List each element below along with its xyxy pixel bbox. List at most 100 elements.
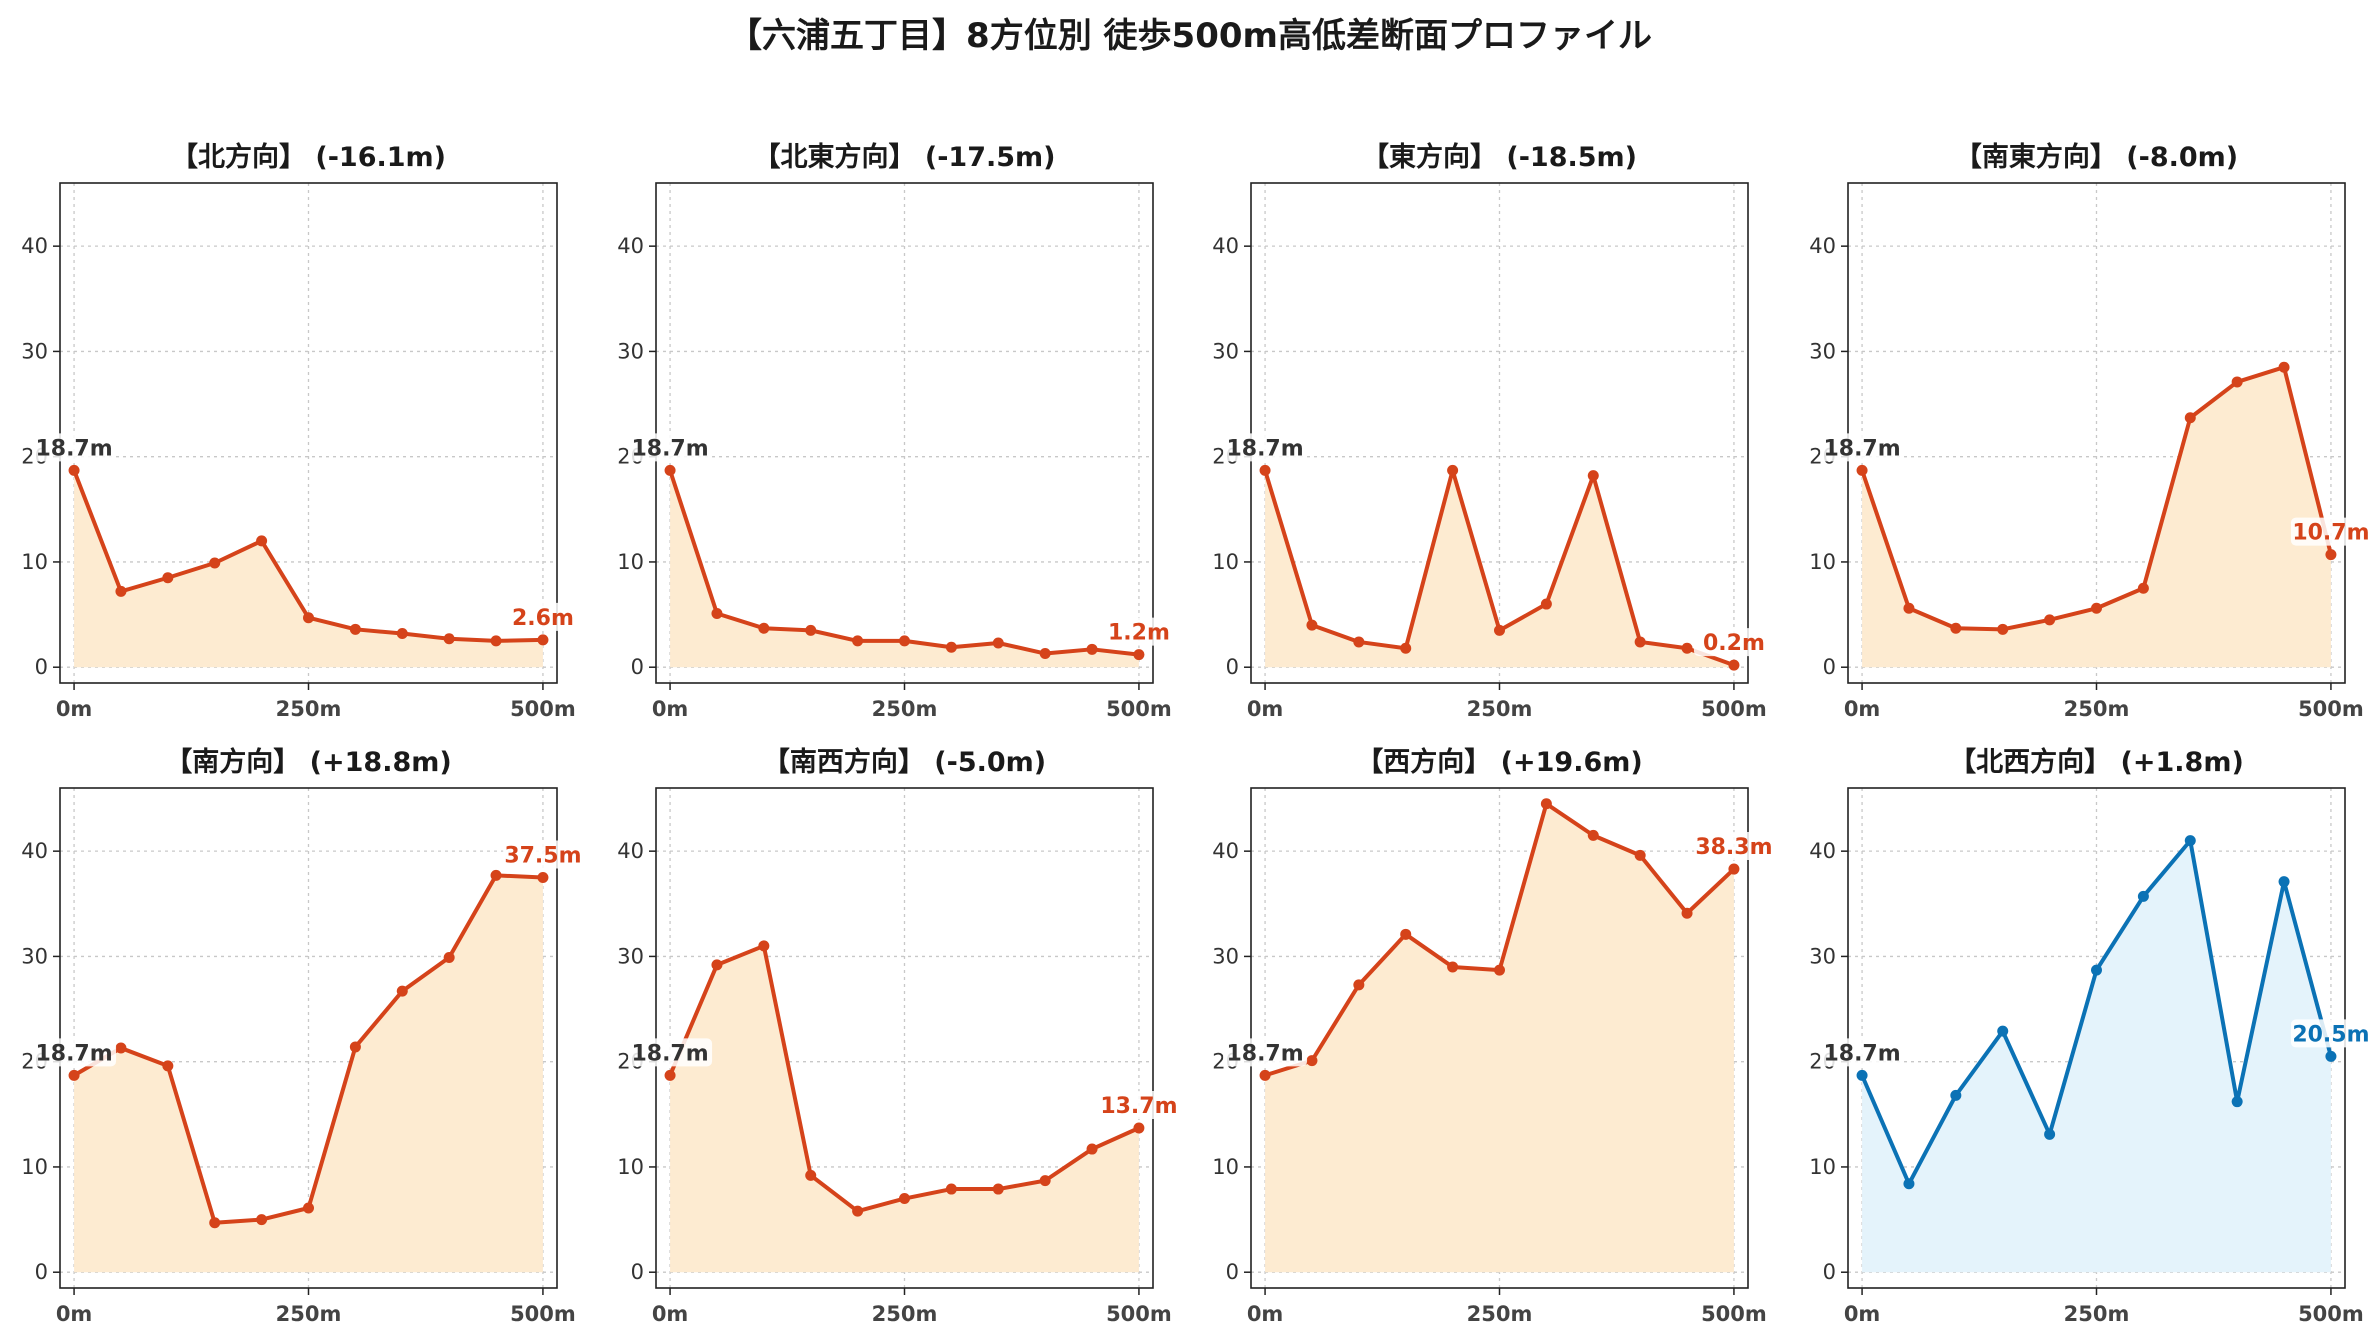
x-tick-label: 500m [1701, 1302, 1767, 1326]
start-label: 18.7m [631, 436, 708, 461]
data-point [115, 585, 127, 597]
x-tick-label: 500m [1701, 697, 1767, 721]
data-point [2231, 376, 2243, 388]
y-tick-label: 30 [21, 944, 48, 968]
end-label: 10.7m [2292, 521, 2369, 546]
y-tick-label: 10 [617, 550, 644, 574]
data-point [1259, 464, 1271, 476]
end-label: 1.2m [1108, 621, 1170, 646]
area-fill [74, 470, 543, 668]
data-point [852, 635, 864, 647]
x-tick-label: 0m [1247, 1302, 1284, 1326]
data-point [490, 869, 502, 881]
area-fill [1265, 470, 1734, 668]
x-tick-label: 250m [1467, 1302, 1533, 1326]
y-tick-label: 30 [617, 339, 644, 363]
data-point [1447, 961, 1459, 973]
y-tick-label: 10 [1809, 550, 1836, 574]
chart-panel: 【西方向】 (+19.6m)0102030400m250m500m18.7m38… [1212, 746, 1774, 1326]
chart-panel: 【東方向】 (-18.5m)0102030400m250m500m18.7m0.… [1212, 141, 1774, 721]
end-label: 38.3m [1695, 835, 1772, 860]
x-tick-label: 0m [1247, 697, 1284, 721]
data-point [537, 634, 549, 646]
data-point [1494, 624, 1505, 636]
data-point [396, 628, 408, 640]
data-point [443, 633, 455, 645]
data-point [1494, 964, 1505, 976]
data-point [2231, 1096, 2243, 1108]
data-point [2184, 412, 2196, 424]
y-tick-label: 10 [21, 1155, 48, 1179]
data-point [1587, 470, 1599, 482]
data-point [209, 1217, 221, 1229]
start-label-box [1223, 1038, 1308, 1067]
data-point [1997, 623, 2009, 635]
data-point [1353, 979, 1365, 991]
data-point [2137, 890, 2149, 902]
y-tick-label: 40 [617, 839, 644, 863]
y-tick-label: 40 [1809, 234, 1836, 258]
x-tick-label: 500m [1106, 1302, 1172, 1326]
x-tick-label: 0m [652, 1302, 689, 1326]
end-label-box [2290, 1019, 2371, 1048]
data-point [349, 1041, 361, 1053]
end-label-box [1693, 628, 1774, 657]
y-tick-label: 30 [1212, 944, 1239, 968]
data-point [2325, 549, 2337, 561]
data-point [1587, 829, 1599, 841]
data-point [1997, 1025, 2009, 1037]
data-point [537, 871, 549, 883]
data-point [1353, 636, 1365, 648]
x-tick-label: 250m [2064, 1302, 2130, 1326]
x-tick-label: 500m [510, 1302, 576, 1326]
y-tick-label: 0 [1226, 655, 1239, 679]
data-point [711, 608, 723, 620]
end-label-box [1098, 1091, 1179, 1119]
data-point [162, 1060, 174, 1072]
x-tick-label: 0m [1844, 697, 1881, 721]
data-point [1540, 798, 1552, 810]
area-fill [670, 945, 1139, 1273]
x-tick-label: 250m [872, 1302, 938, 1326]
data-point [664, 1069, 676, 1081]
data-point [1133, 649, 1145, 661]
data-point [758, 940, 770, 952]
data-point [899, 635, 910, 647]
data-point [115, 1042, 127, 1054]
start-label: 18.7m [35, 436, 112, 461]
data-point [805, 624, 817, 636]
data-point [945, 641, 957, 653]
data-point [992, 637, 1004, 649]
x-tick-label: 250m [276, 1302, 342, 1326]
chart-panel: 【南方向】 (+18.8m)0102030400m250m500m18.7m37… [21, 746, 583, 1326]
start-label-box [1820, 433, 1905, 462]
data-point [1903, 602, 1915, 614]
y-tick-label: 30 [1809, 944, 1836, 968]
x-tick-label: 500m [1106, 697, 1172, 721]
x-tick-label: 0m [56, 697, 93, 721]
y-tick-label: 40 [1212, 839, 1239, 863]
chart-title: 【南方向】 (+18.8m) [165, 746, 451, 778]
chart-title: 【北西方向】 (+1.8m) [1949, 746, 2244, 778]
page-title: 【六浦五丁目】8方位別 徒歩500m高低差断面プロファイル [728, 16, 1652, 56]
end-label: 37.5m [504, 843, 581, 868]
data-point [711, 959, 723, 971]
data-point [2278, 361, 2290, 373]
y-tick-label: 0 [631, 1260, 644, 1284]
y-tick-label: 40 [21, 234, 48, 258]
data-point [2278, 876, 2290, 888]
start-label: 18.7m [35, 1041, 112, 1066]
end-label-box [1693, 832, 1774, 861]
chart-panel: 【北東方向】 (-17.5m)0102030400m250m500m18.7m1… [617, 141, 1179, 721]
start-label-box [32, 1038, 117, 1067]
start-label: 18.7m [1823, 1041, 1900, 1066]
x-tick-label: 250m [2064, 697, 2130, 721]
y-tick-label: 10 [617, 1155, 644, 1179]
end-label: 13.7m [1100, 1094, 1177, 1119]
start-label-box [1820, 1038, 1905, 1067]
data-point [68, 1069, 80, 1081]
data-point [1634, 636, 1646, 648]
y-tick-label: 40 [1212, 234, 1239, 258]
data-point [2044, 614, 2056, 626]
